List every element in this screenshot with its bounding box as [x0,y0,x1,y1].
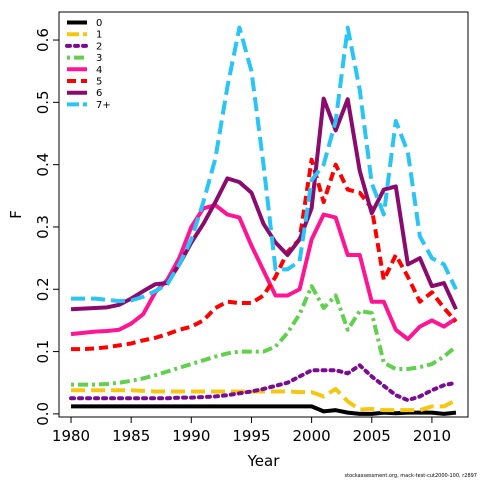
series-line-3 [71,284,458,387]
series-line-0 [71,404,457,416]
series-line-1 [71,386,457,413]
x-axis-title: Year [247,452,281,470]
y-tick-label: 0.4 [34,153,52,177]
series-layer [69,25,458,416]
legend-label: 0 [96,18,102,29]
legend-label: 5 [96,77,102,88]
legend-label: 7+ [96,100,111,111]
legend-label: 1 [96,30,102,41]
series-line-4 [70,203,458,342]
y-tick-label: 0.5 [34,90,52,114]
y-axis: 0.0 0.1 0.2 0.3 0.4 0.5 0.6 [34,28,59,426]
x-tick-label: 1985 [112,427,150,445]
x-tick-label: 1990 [172,427,210,445]
y-tick-label: 0.1 [34,340,52,364]
plot-frame [58,11,469,418]
legend-label: 3 [96,53,102,64]
series-line-2 [69,363,458,403]
x-tick-label: 2000 [293,427,331,445]
x-tick-label: 1995 [232,427,270,445]
x-axis: 1980 1985 1990 1995 2000 2005 2010 [52,417,451,445]
x-tick-label: 2005 [353,427,391,445]
y-tick-label: 0.6 [34,28,52,52]
series-line-5 [71,157,458,352]
x-tick-label: 2010 [413,427,451,445]
y-tick-label: 0.3 [34,215,52,239]
legend-label: 2 [96,41,102,52]
series-line-7plus [71,25,458,304]
x-tick-label: 1980 [52,427,90,445]
footnote: stockassessment.org, mack-test-cut2000-1… [345,473,478,479]
y-axis-title: F [7,210,25,219]
y-tick-label: 0.0 [34,402,52,426]
legend-label: 4 [96,65,102,76]
series-line-6 [70,96,458,312]
y-tick-label: 0.2 [34,277,52,301]
legend-label: 6 [96,88,102,99]
